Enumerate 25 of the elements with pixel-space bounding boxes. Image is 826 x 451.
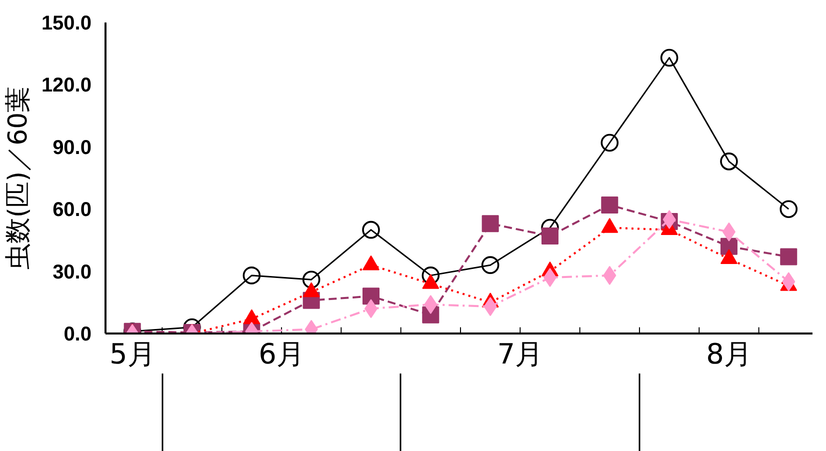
text: 5月 bbox=[109, 338, 156, 370]
text: 7月 bbox=[497, 338, 544, 370]
point bbox=[482, 215, 499, 232]
point bbox=[600, 134, 619, 152]
point bbox=[541, 228, 558, 245]
text: 6月 bbox=[258, 338, 304, 370]
y-tick-label: 30.0 bbox=[52, 261, 92, 284]
y-tick-label: 90.0 bbox=[52, 136, 92, 159]
point bbox=[660, 48, 678, 67]
y-tick-label: 120.0 bbox=[41, 74, 92, 97]
point bbox=[362, 288, 380, 305]
point bbox=[242, 266, 261, 284]
y-tick-label: 150.0 bbox=[41, 12, 92, 34]
point bbox=[601, 196, 618, 214]
y-axis-title: 虫数(匹)／60葉 bbox=[3, 86, 34, 270]
text: 8月 bbox=[706, 338, 752, 370]
y-tick-label: 0.0 bbox=[64, 324, 92, 346]
point bbox=[302, 270, 320, 288]
y-tick-label: 60.0 bbox=[52, 199, 92, 222]
point bbox=[362, 220, 380, 239]
point bbox=[422, 266, 440, 284]
point bbox=[481, 256, 500, 274]
point bbox=[780, 200, 798, 218]
point bbox=[780, 248, 798, 266]
point bbox=[720, 152, 738, 170]
